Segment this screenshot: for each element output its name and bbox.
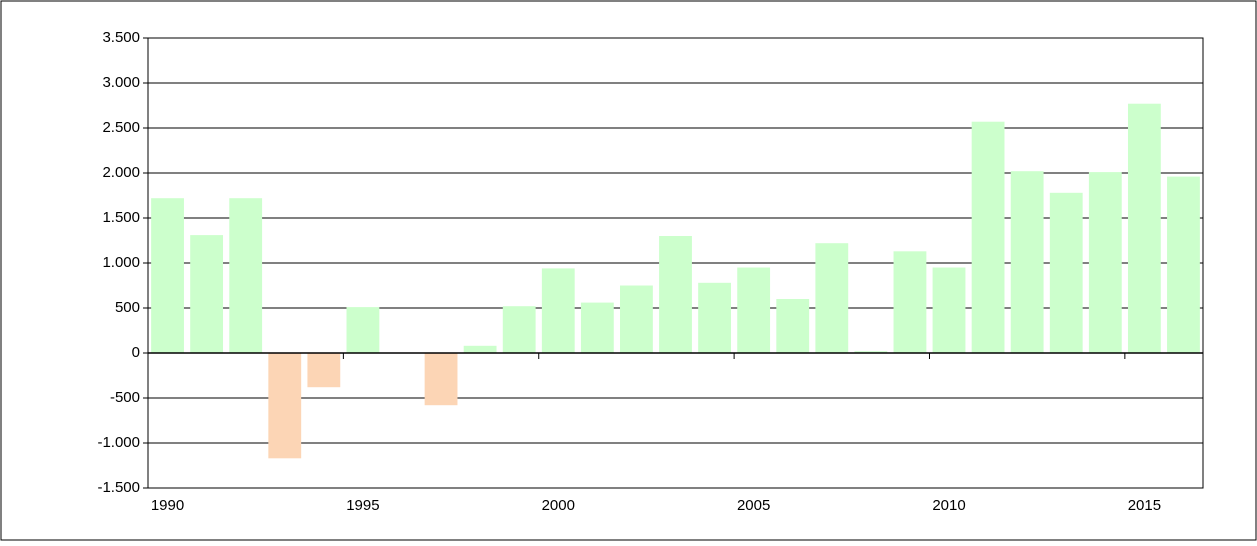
bar	[307, 353, 341, 388]
bar	[580, 302, 614, 353]
bar	[424, 353, 458, 406]
plot-border	[147, 37, 1204, 489]
x-tick-label: 1995	[346, 497, 379, 514]
bar	[698, 282, 731, 353]
bar	[1167, 176, 1200, 353]
bar	[737, 267, 771, 353]
y-tick-label: 2.500	[102, 119, 140, 136]
bar	[541, 268, 575, 353]
bar	[815, 243, 849, 353]
bar	[229, 198, 263, 353]
bar	[1088, 172, 1122, 353]
x-tick-label: 2010	[932, 497, 965, 514]
bar	[971, 121, 1005, 353]
bar	[1010, 171, 1044, 353]
bar	[776, 299, 810, 353]
y-tick-label: 1.500	[102, 209, 140, 226]
x-tick-label: 2005	[737, 497, 770, 514]
y-tick-label: -500	[110, 389, 140, 406]
bar	[190, 235, 224, 353]
x-tick-label: 2000	[542, 497, 575, 514]
y-tick-label: 3.000	[102, 74, 140, 91]
bar	[1127, 103, 1161, 353]
bar	[463, 345, 497, 353]
bar	[1049, 192, 1083, 353]
y-tick-label: 500	[115, 299, 140, 316]
bar	[620, 285, 653, 353]
x-tick-label: 1990	[151, 497, 184, 514]
bar	[932, 267, 966, 353]
y-tick-label: 1.000	[102, 254, 140, 271]
x-tick-label: 2015	[1128, 497, 1161, 514]
bar	[659, 236, 692, 353]
y-tick-label: -1.500	[97, 479, 140, 496]
y-tick-label: -1.000	[97, 434, 140, 451]
bar	[502, 306, 536, 353]
y-tick-label: 2.000	[102, 164, 140, 181]
bar	[854, 351, 888, 353]
y-tick-label: 0	[132, 344, 140, 361]
bar	[346, 307, 380, 353]
y-tick-label: 3.500	[102, 29, 140, 46]
bar	[268, 353, 302, 459]
bar	[151, 198, 184, 353]
bar	[893, 251, 927, 353]
